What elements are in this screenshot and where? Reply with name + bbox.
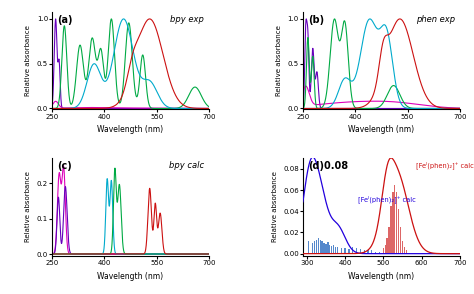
- Bar: [340, 248, 342, 254]
- Text: [Feᴵ(phen)₂]⁺ calc: [Feᴵ(phen)₂]⁺ calc: [416, 161, 474, 169]
- Bar: [337, 247, 338, 254]
- Bar: [392, 192, 393, 254]
- Bar: [308, 241, 310, 254]
- Bar: [390, 206, 392, 254]
- Bar: [364, 250, 365, 254]
- X-axis label: Wavelength (nm): Wavelength (nm): [348, 125, 414, 134]
- Y-axis label: Relative absorbance: Relative absorbance: [272, 171, 277, 243]
- Bar: [386, 238, 388, 254]
- Bar: [396, 192, 397, 254]
- Bar: [316, 240, 317, 254]
- Bar: [331, 246, 332, 254]
- Bar: [323, 243, 325, 254]
- X-axis label: Wavelength (nm): Wavelength (nm): [98, 271, 164, 280]
- Bar: [406, 250, 407, 254]
- Bar: [400, 227, 401, 254]
- Bar: [345, 248, 346, 254]
- Text: [Feᴵ(phen)₂]⁺ calc: [Feᴵ(phen)₂]⁺ calc: [358, 195, 416, 203]
- Y-axis label: Relative absorbance: Relative absorbance: [276, 25, 282, 96]
- Text: (b): (b): [308, 15, 324, 25]
- Bar: [402, 241, 403, 254]
- Bar: [314, 241, 315, 254]
- Bar: [319, 240, 321, 254]
- Bar: [394, 185, 395, 254]
- Bar: [367, 250, 369, 254]
- Bar: [388, 227, 390, 254]
- Bar: [384, 245, 386, 254]
- Text: (a): (a): [57, 15, 73, 25]
- Bar: [348, 249, 349, 254]
- X-axis label: Wavelength (nm): Wavelength (nm): [98, 125, 164, 134]
- Bar: [333, 245, 334, 254]
- Text: bpy calc: bpy calc: [169, 161, 204, 170]
- Bar: [318, 238, 319, 254]
- Bar: [335, 247, 336, 254]
- Bar: [371, 250, 373, 254]
- Bar: [312, 243, 313, 254]
- Bar: [404, 247, 405, 254]
- Text: (d)0.08: (d)0.08: [308, 161, 348, 171]
- Bar: [327, 242, 328, 254]
- Y-axis label: Relative absorbance: Relative absorbance: [25, 25, 31, 96]
- Y-axis label: Relative absorbance: Relative absorbance: [25, 171, 31, 243]
- Text: (c): (c): [57, 161, 72, 171]
- Bar: [398, 209, 399, 254]
- Bar: [321, 241, 323, 254]
- X-axis label: Wavelength (nm): Wavelength (nm): [348, 271, 414, 280]
- Bar: [325, 244, 327, 254]
- Bar: [352, 247, 354, 254]
- Bar: [356, 248, 357, 254]
- Bar: [379, 252, 380, 254]
- Bar: [360, 249, 361, 254]
- Bar: [329, 245, 330, 254]
- Text: phen exp: phen exp: [416, 15, 455, 24]
- Bar: [383, 248, 384, 254]
- Bar: [375, 252, 376, 254]
- Text: bpy exp: bpy exp: [170, 15, 204, 24]
